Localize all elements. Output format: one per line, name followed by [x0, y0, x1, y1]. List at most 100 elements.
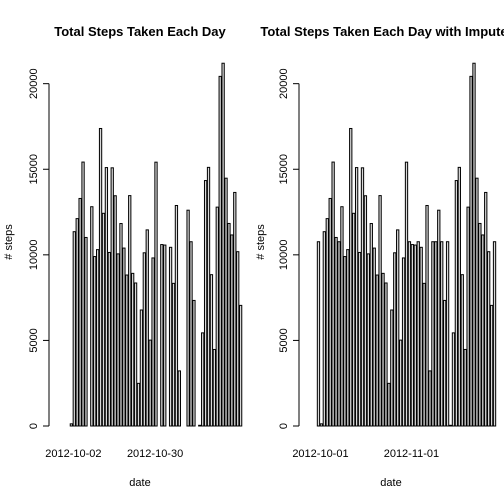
bar	[90, 206, 94, 427]
bar	[186, 209, 190, 427]
bar	[110, 167, 114, 427]
chart-title: Total Steps Taken Each Day with Imputed	[260, 24, 504, 39]
bar	[154, 161, 158, 427]
bar	[489, 304, 494, 427]
bar	[69, 423, 74, 427]
bar	[340, 206, 344, 427]
y-axis-label: # steps	[255, 224, 267, 260]
bar	[349, 127, 353, 427]
chart-title: Total Steps Taken Each Day	[54, 24, 226, 39]
y-tick-label: 15000	[28, 154, 40, 185]
chart-panel-2: Total Steps Taken Each Day with Imputed 0…	[255, 24, 504, 489]
bar	[475, 177, 479, 427]
bar	[142, 252, 146, 427]
bar	[384, 282, 388, 427]
bar	[360, 167, 365, 427]
bar	[463, 348, 467, 427]
bar	[101, 212, 106, 427]
bar	[107, 251, 111, 427]
bar	[407, 241, 412, 427]
bar	[238, 304, 243, 427]
bar	[93, 256, 97, 427]
bar	[466, 206, 470, 427]
bar	[448, 424, 453, 427]
bar	[460, 274, 464, 427]
bar	[419, 246, 423, 427]
bar	[425, 204, 429, 427]
bar	[428, 370, 432, 427]
bar	[206, 166, 211, 427]
bar	[404, 161, 409, 427]
bar	[416, 241, 420, 427]
bar	[136, 382, 141, 427]
bar	[198, 424, 202, 427]
bar	[346, 249, 350, 427]
bar	[81, 161, 85, 427]
bar	[366, 253, 370, 427]
bar	[343, 256, 347, 427]
bar	[422, 282, 426, 427]
bar	[401, 257, 406, 427]
bar	[125, 274, 129, 427]
bar	[98, 127, 103, 427]
bar	[328, 197, 332, 427]
bar	[221, 62, 225, 427]
bar	[139, 309, 144, 427]
bar	[443, 299, 447, 427]
bar	[128, 195, 132, 427]
bar	[192, 299, 196, 427]
bar	[369, 223, 373, 427]
bar	[375, 274, 379, 427]
bar	[215, 206, 219, 427]
y-tick-label: 10000	[278, 240, 290, 271]
bar	[469, 75, 473, 427]
bar	[434, 241, 438, 427]
y-axis-label: # steps	[3, 224, 15, 260]
bar	[413, 244, 417, 427]
y-tick-label: 20000	[28, 68, 40, 99]
bar	[396, 229, 400, 427]
bar	[484, 191, 488, 427]
y-tick-label: 0	[278, 423, 290, 429]
bar	[487, 251, 491, 427]
y-tick-label: 10000	[28, 240, 40, 271]
bar	[96, 249, 100, 427]
bar	[363, 195, 368, 427]
bar	[352, 212, 356, 427]
bar	[393, 252, 397, 427]
bar	[334, 236, 338, 427]
chart-panel-1: Total Steps Taken Each Day 0 5000 10000 1500…	[3, 24, 243, 489]
bar	[75, 218, 79, 427]
bar	[218, 75, 222, 427]
bar	[319, 423, 324, 427]
bar	[431, 241, 435, 427]
bar	[337, 241, 341, 427]
bar	[457, 166, 461, 427]
x-tick-label: 2012-10-01	[292, 448, 348, 460]
bar	[113, 195, 117, 427]
bar	[372, 247, 376, 427]
bar	[357, 251, 362, 427]
bar	[445, 241, 450, 427]
bar	[171, 282, 176, 427]
bar	[492, 241, 497, 427]
bar	[387, 382, 391, 427]
bar	[440, 241, 444, 427]
bar	[72, 231, 76, 427]
bar	[203, 180, 208, 427]
bar	[84, 236, 88, 427]
x-axis-label: date	[380, 477, 401, 489]
bar	[230, 234, 234, 427]
bar	[236, 251, 240, 427]
bar	[78, 197, 82, 427]
bar	[209, 274, 214, 427]
bar	[410, 244, 415, 427]
bar	[316, 241, 321, 427]
bar	[390, 309, 394, 427]
x-tick-label: 2012-10-30	[127, 448, 183, 460]
bar	[454, 180, 459, 427]
bar	[133, 282, 138, 427]
y-tick-label: 0	[28, 423, 40, 429]
bar	[451, 332, 456, 427]
